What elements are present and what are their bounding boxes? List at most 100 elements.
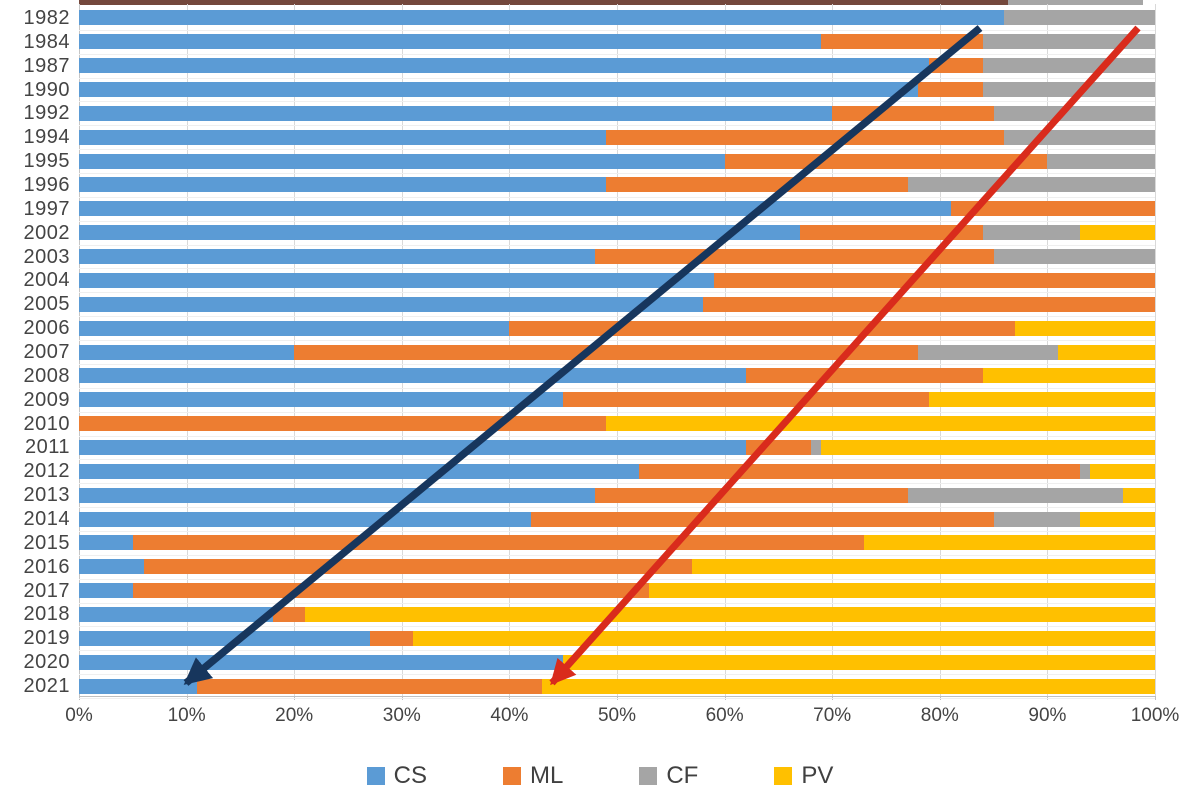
legend-item-CS: CS [366,762,427,790]
bar-2014 [79,511,1155,527]
y-tick-label-2004: 2004 [23,269,70,292]
bar-segment-CS-2008 [79,368,747,384]
bar-segment-ML-2012 [638,463,1080,479]
y-tick-label-2017: 2017 [23,579,70,602]
bar-segment-CS-2006 [79,320,510,336]
row-gridline [79,316,1155,318]
y-tick-label-1987: 1987 [23,54,70,77]
bar-segment-ML-2010 [79,416,607,432]
legend-item-PV: PV [774,762,833,790]
y-tick-label-2010: 2010 [23,412,70,435]
bar-segment-CS-2017 [79,583,133,599]
row-gridline [79,387,1155,389]
legend-label-ML: ML [529,762,564,789]
row-gridline [79,459,1155,461]
row-gridline [79,626,1155,628]
bar-segment-ML-2008 [746,368,983,384]
gridline-100% [1155,4,1156,696]
bar-segment-PV-2002 [1079,225,1155,241]
row-gridline [79,674,1155,676]
bar-segment-CF-2003 [993,249,1155,265]
bar-2011 [79,439,1155,455]
bar-segment-ML-1984 [821,34,983,50]
bar-2007 [79,344,1155,360]
bar-2005 [79,296,1155,312]
partial-top-bar-segment-0 [79,0,1008,5]
x-tick-label-30%: 30% [382,705,421,726]
y-tick-label-2003: 2003 [23,245,70,268]
bar-segment-ML-1992 [832,105,994,121]
legend: CS ML CF PV [0,762,1200,790]
y-tick-label-2013: 2013 [23,484,70,507]
x-tick-label-80%: 80% [920,705,959,726]
row-gridline [79,268,1155,270]
bar-2002 [79,225,1155,241]
bar-segment-CS-2004 [79,272,714,288]
bar-segment-CF-2002 [982,225,1080,241]
x-tick-label-20%: 20% [275,705,314,726]
bar-segment-CS-1984 [79,34,822,50]
y-tick-label-1994: 1994 [23,126,70,149]
bar-segment-CS-2020 [79,654,564,670]
bar-segment-CF-2011 [810,439,822,455]
row-gridline [79,244,1155,246]
bar-segment-CS-1982 [79,10,1005,26]
bar-segment-PV-2021 [541,678,1155,694]
bar-segment-CF-1994 [1004,129,1155,145]
bar-2017 [79,583,1155,599]
partial-top-bar-segment-1 [1007,0,1144,5]
legend-item-CF: CF [639,762,698,790]
bar-1982 [79,10,1155,26]
bar-2012 [79,463,1155,479]
y-tick-label-2015: 2015 [23,531,70,554]
bar-segment-PV-2006 [1015,320,1155,336]
bar-2021 [79,678,1155,694]
bar-segment-PV-2009 [929,392,1155,408]
bar-1996 [79,177,1155,193]
x-tick-label-10%: 10% [167,705,206,726]
bar-segment-ML-1987 [929,58,983,74]
row-gridline [79,435,1155,437]
partial-top-bar [79,0,1155,5]
bar-segment-CF-1982 [1004,10,1155,26]
bar-segment-PV-2014 [1079,511,1155,527]
y-tick-label-2005: 2005 [23,293,70,316]
legend-swatch-PV [774,767,793,785]
y-tick-label-2016: 2016 [23,555,70,578]
legend-label-PV: PV [801,762,834,789]
y-tick-label-2018: 2018 [23,603,70,626]
legend-swatch-ML [502,767,521,785]
bar-segment-ML-1997 [950,201,1155,217]
bar-segment-CF-1987 [982,58,1155,74]
y-tick-label-2020: 2020 [23,651,70,674]
x-axis-tick [1155,696,1156,700]
bar-segment-ML-2007 [294,344,919,360]
bar-2003 [79,249,1155,265]
x-axis-line [79,696,1155,697]
bar-1990 [79,82,1155,98]
y-tick-label-2002: 2002 [23,221,70,244]
bar-segment-ML-2009 [563,392,930,408]
bar-segment-CF-2014 [993,511,1080,527]
y-tick-label-2014: 2014 [23,508,70,531]
bar-segment-PV-2008 [982,368,1155,384]
y-tick-label-2008: 2008 [23,364,70,387]
row-gridline [79,220,1155,222]
legend-label-CS: CS [393,762,427,789]
bar-segment-ML-2006 [509,320,1016,336]
bar-segment-PV-2018 [304,606,1155,622]
x-tick-label-40%: 40% [490,705,529,726]
bar-segment-ML-1990 [918,82,983,98]
x-tick-label-0%: 0% [65,705,93,726]
bar-segment-ML-2002 [799,225,983,241]
bar-segment-CS-2016 [79,559,144,575]
bar-segment-CS-1996 [79,177,607,193]
bar-segment-CF-1992 [993,105,1155,121]
bar-segment-CS-2005 [79,296,704,312]
bar-2004 [79,272,1155,288]
y-tick-label-1995: 1995 [23,150,70,173]
row-gridline [79,363,1155,365]
y-tick-label-2007: 2007 [23,341,70,363]
bar-segment-CF-1995 [1047,153,1155,169]
legend-swatch-CS [366,767,385,785]
